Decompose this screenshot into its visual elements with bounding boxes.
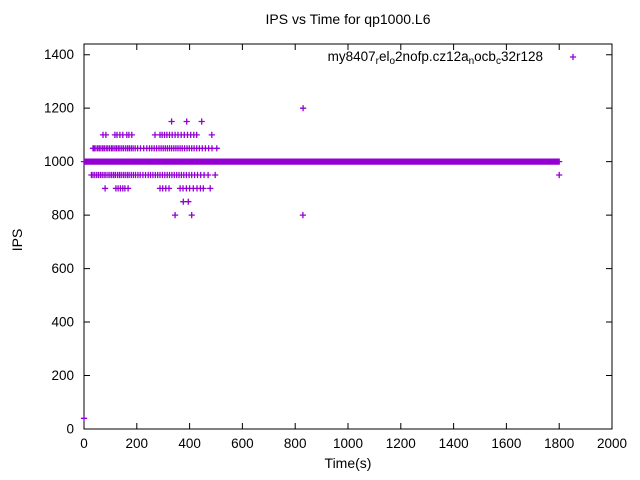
chart-title: IPS vs Time for qp1000.L6	[265, 11, 431, 27]
y-tick-label: 1000	[44, 154, 74, 169]
legend-label: my8407relo2nofp.cz12anocbc32r128	[328, 49, 543, 67]
x-axis-label: Time(s)	[324, 455, 372, 471]
series-points	[80, 105, 563, 422]
y-tick-label: 1200	[44, 101, 74, 116]
x-tick-label: 0	[80, 436, 88, 451]
y-tick-label: 0	[66, 422, 74, 437]
y-tick-label: 400	[51, 315, 74, 330]
x-tick-label: 1000	[333, 436, 363, 451]
x-tick-label: 1400	[439, 436, 469, 451]
x-tick-label: 600	[231, 436, 254, 451]
x-tick-label: 1600	[491, 436, 521, 451]
y-tick-label: 200	[51, 368, 74, 383]
y-tick-label: 800	[51, 208, 74, 223]
x-tick-label: 2000	[597, 436, 627, 451]
x-tick-label: 800	[284, 436, 307, 451]
legend-marker	[569, 53, 577, 61]
x-tick-label: 1200	[386, 436, 416, 451]
x-tick-label: 400	[178, 436, 201, 451]
y-tick-label: 600	[51, 261, 74, 276]
plot-border	[83, 43, 613, 430]
x-tick-label: 200	[126, 436, 149, 451]
y-tick-label: 1400	[44, 47, 74, 62]
x-tick-label: 1800	[544, 436, 574, 451]
